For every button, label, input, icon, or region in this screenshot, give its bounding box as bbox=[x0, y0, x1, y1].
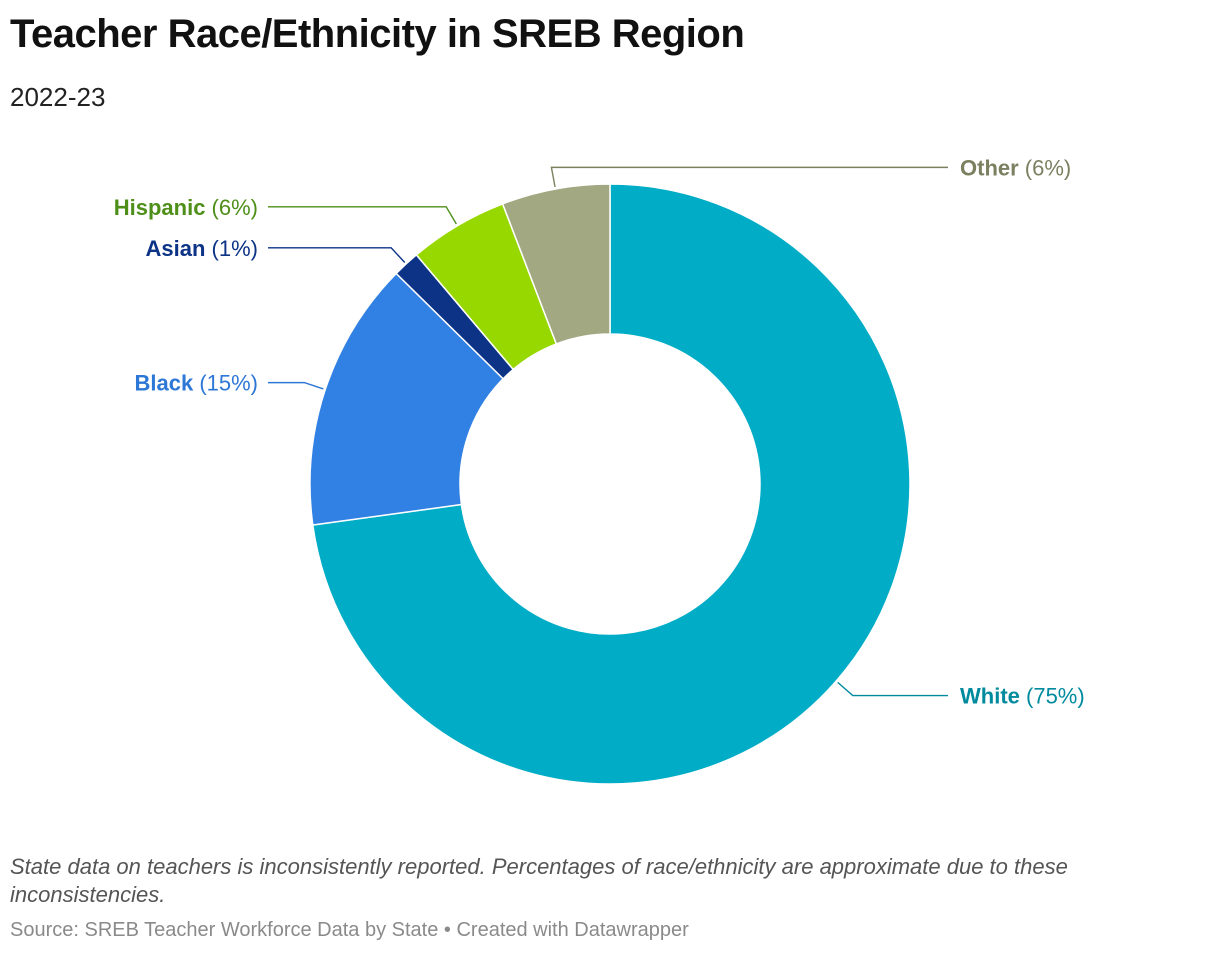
slice-label-name-other: Other bbox=[960, 155, 1019, 180]
slice-label-hispanic: Hispanic (6%) bbox=[114, 195, 258, 220]
chart-note: State data on teachers is inconsistently… bbox=[10, 854, 1068, 907]
leader-line-white bbox=[837, 681, 948, 697]
chart-source: Source: SREB Teacher Workforce Data by S… bbox=[10, 919, 689, 941]
slice-label-black: Black (15%) bbox=[134, 371, 258, 396]
slice-label-percent-asian: (1%) bbox=[205, 236, 258, 261]
slice-black bbox=[309, 272, 505, 526]
slice-label-percent-black: (15%) bbox=[193, 371, 258, 396]
slice-label-name-black: Black bbox=[134, 371, 193, 396]
slice-label-name-white: White bbox=[960, 684, 1020, 709]
leader-line-other bbox=[550, 166, 948, 188]
slice-label-percent-white: (75%) bbox=[1020, 684, 1085, 709]
slice-label-asian: Asian (1%) bbox=[146, 236, 258, 261]
chart-title: Teacher Race/Ethnicity in SREB Region bbox=[10, 12, 745, 56]
slice-label-percent-hispanic: (6%) bbox=[205, 195, 258, 220]
slice-label-white: White (75%) bbox=[960, 684, 1085, 709]
donut-chart-svg: White (75%) Black (15%) Asian (1%) Hispanic… bbox=[114, 155, 1085, 785]
slice-label-name-hispanic: Hispanic bbox=[114, 195, 206, 220]
leader-line-hispanic bbox=[268, 206, 457, 225]
donut-chart: White (75%) Black (15%) Asian (1%) Hispanic… bbox=[0, 130, 1220, 830]
leader-line-black bbox=[268, 381, 324, 390]
slice-label-percent-other: (6%) bbox=[1019, 155, 1072, 180]
slice-label-name-asian: Asian bbox=[146, 236, 206, 261]
slice-other bbox=[501, 183, 611, 345]
chart-subtitle: 2022-23 bbox=[10, 82, 106, 112]
slice-label-other: Other (6%) bbox=[960, 155, 1071, 180]
slice-white bbox=[311, 183, 911, 785]
leader-line-asian bbox=[268, 247, 406, 263]
